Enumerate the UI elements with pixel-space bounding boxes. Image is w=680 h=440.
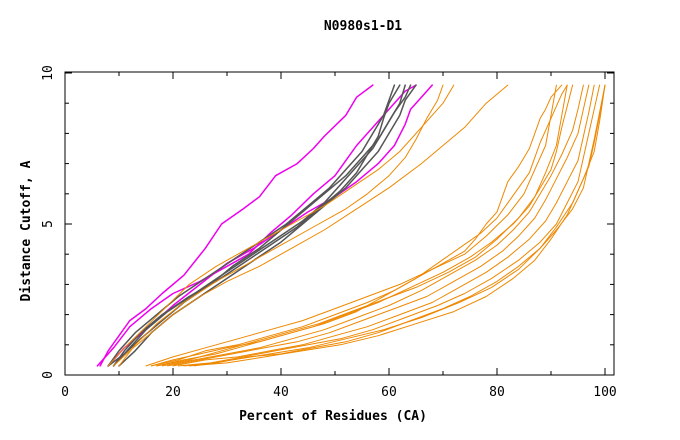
series-line-orange-5 — [150, 84, 568, 367]
series-line-orange-2 — [113, 84, 509, 367]
series-line-gray-1 — [107, 84, 396, 367]
y-tick-label: 0 — [41, 371, 56, 379]
series-line-orange-15 — [156, 84, 568, 367]
x-tick-label: 60 — [381, 385, 397, 400]
series-line-orange-10 — [177, 84, 601, 367]
plot-lines — [96, 84, 606, 367]
plot-frame — [64, 71, 615, 376]
series-line-orange-12 — [188, 84, 606, 367]
series-line-orange-14 — [145, 84, 557, 367]
x-axis-ticks: 0 20 40 60 80 100 — [61, 72, 617, 400]
x-tick-label: 100 — [593, 385, 616, 400]
x-tick-label: 0 — [61, 385, 69, 400]
series-line-orange-9 — [172, 84, 595, 367]
x-tick-label: 20 — [165, 385, 181, 400]
y-axis-title: Distance Cutoff, A — [19, 160, 34, 301]
series-line-gray-4 — [118, 84, 417, 367]
series-line-orange-7 — [161, 84, 584, 367]
series-line-magenta-1 — [99, 84, 374, 367]
y-tick-label: 5 — [41, 220, 56, 228]
series-line-orange-6 — [156, 84, 574, 367]
x-axis-title: Percent of Residues (CA) — [239, 409, 427, 424]
series-line-orange-4 — [150, 84, 563, 367]
series-line-orange-13 — [194, 84, 606, 367]
x-tick-label: 40 — [273, 385, 289, 400]
series-line-orange-8 — [167, 84, 590, 367]
y-axis-ticks: 0 5 10 — [41, 65, 614, 379]
y-tick-label: 10 — [41, 65, 56, 81]
series-line-magenta-2 — [96, 84, 417, 367]
x-tick-label: 80 — [489, 385, 505, 400]
series-line-orange-1 — [107, 84, 455, 367]
series-line-orange-3 — [118, 84, 444, 367]
series-line-gray-2 — [112, 84, 401, 367]
chart-title: N0980s1-D1 — [324, 19, 402, 34]
